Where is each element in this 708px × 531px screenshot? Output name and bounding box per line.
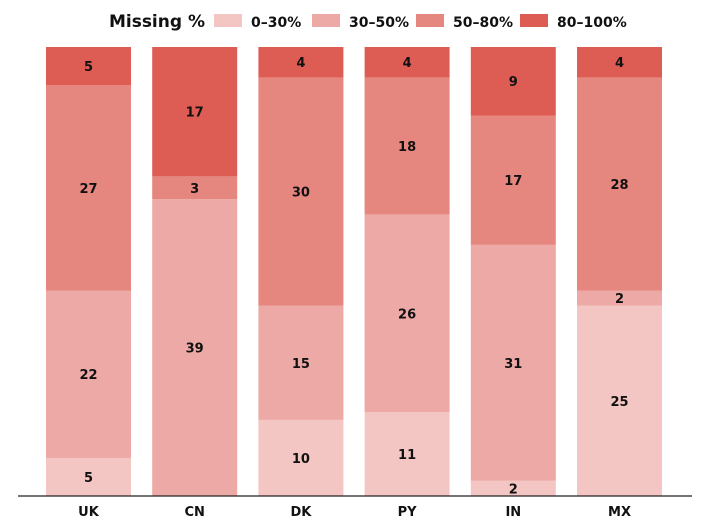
bar-segment: [470, 47, 556, 116]
bar-segment: [577, 290, 662, 306]
x-tick-label: MX: [608, 505, 631, 520]
data-label: 26: [398, 307, 416, 322]
x-tick-label: IN: [505, 505, 521, 520]
legend-label: 0–30%: [251, 15, 301, 31]
legend-title: Missing %: [109, 12, 205, 32]
bar-segment: [258, 77, 344, 306]
legend-label: 50–80%: [453, 15, 513, 31]
data-label: 17: [186, 106, 204, 121]
data-label: 5: [84, 471, 93, 486]
bar-segment: [364, 47, 450, 78]
data-label: 4: [403, 56, 412, 71]
data-label: 2: [615, 292, 624, 307]
bar-segment: [152, 176, 238, 200]
data-label: 5: [84, 60, 93, 75]
bar-segment: [364, 214, 450, 413]
bar-segment: [46, 457, 131, 496]
bar-segment: [258, 305, 344, 420]
legend: Missing % 0–30% 30–50% 50–80% 80–100%: [109, 12, 627, 32]
bar-segment: [258, 419, 344, 496]
data-label: 10: [292, 452, 310, 467]
bar-segment: [577, 305, 662, 496]
data-label: 25: [610, 395, 628, 410]
segment-labels: 5 22 27 5 39 3 17 10 15 30 4 11 26 18 4 2 31 17 9 25 2 28 4: [79, 56, 628, 497]
x-tick-label: PY: [398, 505, 418, 520]
x-tick-label: CN: [184, 505, 204, 520]
data-label: 3: [190, 182, 199, 197]
bar-segment: [470, 480, 556, 496]
data-label: 39: [186, 342, 204, 357]
data-label: 27: [79, 182, 97, 197]
bar-segment: [258, 47, 344, 78]
legend-label: 80–100%: [557, 15, 627, 31]
data-label: 4: [296, 56, 305, 71]
legend-swatch: [520, 14, 548, 27]
legend-swatch: [214, 14, 242, 27]
data-label: 11: [398, 448, 416, 463]
legend-swatch: [312, 14, 340, 27]
bar-segment: [364, 77, 450, 215]
data-label: 22: [79, 368, 97, 383]
legend-swatch: [416, 14, 444, 27]
data-label: 4: [615, 56, 624, 71]
data-label: 9: [509, 75, 518, 90]
data-label: 31: [504, 357, 522, 372]
x-tick-label: DK: [290, 505, 312, 520]
data-label: 30: [292, 186, 310, 201]
bar-segment: [46, 47, 131, 86]
data-label: 15: [292, 357, 310, 372]
x-tick-label: UK: [78, 505, 100, 520]
bar-segment: [152, 199, 238, 497]
bar-segment: [152, 47, 238, 177]
bar-segment: [470, 115, 556, 245]
bar-segment: [470, 244, 556, 481]
data-label: 28: [610, 178, 628, 193]
bars: [46, 47, 662, 497]
x-tick-labels: UK CN DK PY IN MX: [78, 505, 631, 520]
data-label: 17: [504, 174, 522, 189]
legend-label: 30–50%: [349, 15, 409, 31]
data-label: 18: [398, 140, 416, 155]
bar-segment: [46, 290, 131, 458]
bar-segment: [577, 47, 662, 78]
bar-segment: [577, 77, 662, 291]
bar-segment: [46, 85, 131, 291]
data-label: 2: [509, 482, 518, 497]
bar-segment: [364, 412, 450, 496]
